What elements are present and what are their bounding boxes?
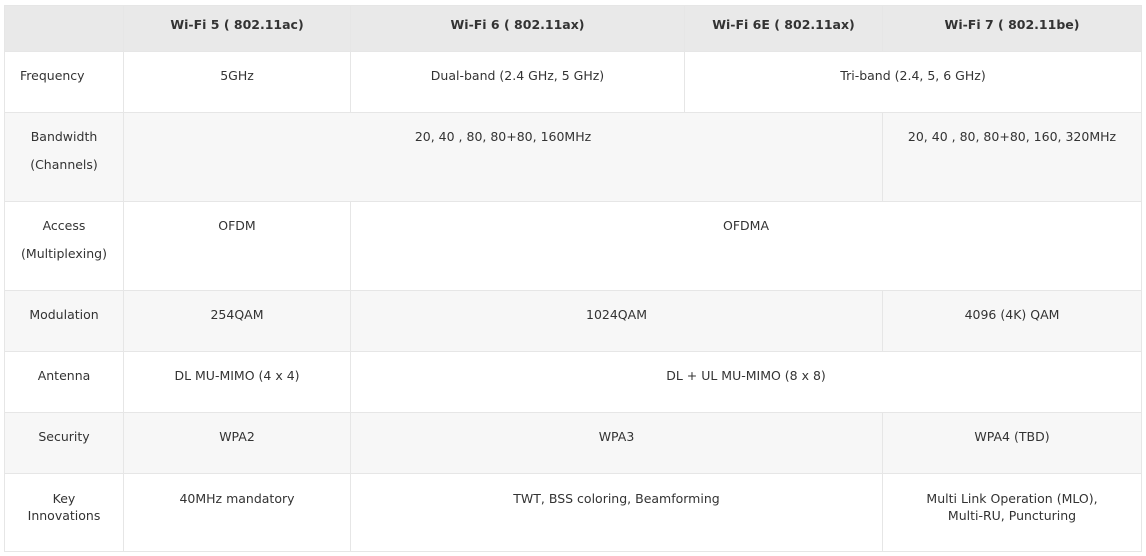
row-label: Modulation (4, 290, 124, 352)
cell-line: Multi Link Operation (MLO), (926, 491, 1098, 506)
label-line: (Multiplexing) (21, 246, 107, 261)
cell: 40MHz mandatory (123, 473, 351, 552)
cell: 20, 40 , 80, 80+80, 160MHz (123, 112, 883, 202)
cell: 4096 (4K) QAM (882, 290, 1142, 352)
label-line: Innovations (27, 508, 101, 523)
cell: OFDMA (350, 201, 1142, 291)
cell: Dual-band (2.4 GHz, 5 GHz) (350, 51, 685, 113)
row-bandwidth: Bandwidth (Channels) 20, 40 , 80, 80+80, … (4, 112, 1142, 202)
header-empty (4, 5, 124, 52)
row-label: Antenna (4, 351, 124, 413)
row-label: Bandwidth (Channels) (4, 112, 124, 202)
header-wifi6: Wi-Fi 6 ( 802.11ax) (350, 5, 685, 52)
header-row: Wi-Fi 5 ( 802.11ac) Wi-Fi 6 ( 802.11ax) … (4, 5, 1142, 52)
wifi-comparison-table: Wi-Fi 5 ( 802.11ac) Wi-Fi 6 ( 802.11ax) … (4, 5, 1142, 552)
cell-line: Multi-RU, Puncturing (947, 508, 1077, 523)
cell: Tri-band (2.4, 5, 6 GHz) (684, 51, 1142, 113)
cell: WPA3 (350, 412, 883, 474)
label-line: Access (42, 218, 86, 233)
row-label: Security (4, 412, 124, 474)
header-wifi6e: Wi-Fi 6E ( 802.11ax) (684, 5, 883, 52)
row-security: Security WPA2 WPA3 WPA4 (TBD) (4, 412, 1142, 474)
row-label: Access (Multiplexing) (4, 201, 124, 291)
cell: OFDM (123, 201, 351, 291)
row-key-innovations: Key Innovations 40MHz mandatory TWT, BSS … (4, 473, 1142, 552)
row-frequency: Frequency 5GHz Dual-band (2.4 GHz, 5 GHz… (4, 51, 1142, 113)
header-wifi5: Wi-Fi 5 ( 802.11ac) (123, 5, 351, 52)
cell: 5GHz (123, 51, 351, 113)
header-wifi7: Wi-Fi 7 ( 802.11be) (882, 5, 1142, 52)
cell: Multi Link Operation (MLO), Multi-RU, Pun… (882, 473, 1142, 552)
label-line: Bandwidth (30, 129, 98, 144)
cell: WPA4 (TBD) (882, 412, 1142, 474)
cell: DL MU-MIMO (4 x 4) (123, 351, 351, 413)
cell: WPA2 (123, 412, 351, 474)
row-label: Key Innovations (4, 473, 124, 552)
row-antenna: Antenna DL MU-MIMO (4 x 4) DL + UL MU-MI… (4, 351, 1142, 413)
cell: DL + UL MU-MIMO (8 x 8) (350, 351, 1142, 413)
label-line: Key (52, 491, 76, 506)
row-label: Frequency (4, 51, 124, 113)
row-modulation: Modulation 254QAM 1024QAM 4096 (4K) QAM (4, 290, 1142, 352)
cell: 254QAM (123, 290, 351, 352)
row-access: Access (Multiplexing) OFDM OFDMA (4, 201, 1142, 291)
cell: 1024QAM (350, 290, 883, 352)
cell: TWT, BSS coloring, Beamforming (350, 473, 883, 552)
cell: 20, 40 , 80, 80+80, 160, 320MHz (882, 112, 1142, 202)
label-line: (Channels) (30, 157, 98, 172)
